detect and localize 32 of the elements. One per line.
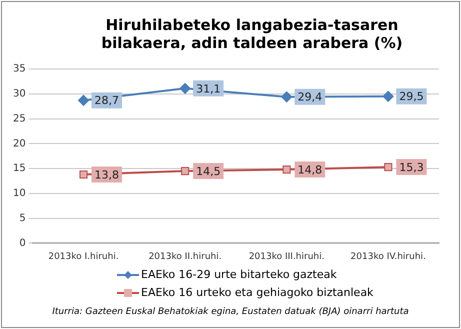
chart-title: Hiruhilabeteko langabezia-tasaren bilakaera, adin taldeen arabera (%) (100, 16, 404, 52)
data-label: 15,3 (399, 160, 424, 174)
y-tick-label: 10 (12, 188, 26, 200)
data-label: 13,8 (94, 168, 120, 182)
data-label: 29,5 (399, 90, 424, 104)
y-tick-label: 20 (12, 138, 26, 150)
data-label: 29,4 (298, 90, 322, 104)
x-tick-label: 2013ko II.hiruhi. (148, 252, 222, 262)
x-tick-label: 2013ko I.hiruhi. (48, 252, 119, 262)
legend-label: EAEko 16 urteko eta gehiagoko biztanleak (141, 285, 374, 301)
y-tick-label: 35 (12, 64, 26, 75)
data-label: 14,5 (196, 164, 221, 178)
x-tick-label: 2013ko III.hiruhi. (248, 252, 324, 262)
y-tick-label: 30 (12, 88, 26, 100)
point (382, 90, 394, 102)
point (282, 166, 291, 174)
y-tick-label: 0 (19, 238, 26, 249)
data-label: 14,8 (298, 163, 322, 176)
point (281, 91, 292, 102)
x-tick-label: 2013ko IV.hiruhi. (350, 252, 426, 262)
data-label: 31,1 (196, 82, 221, 96)
legend-label: EAEko 16-29 urte bitarteko gazteak (141, 267, 337, 283)
point (79, 170, 88, 179)
point (181, 166, 190, 176)
y-tick-label: 5 (19, 212, 26, 224)
y-tick-label: 15 (12, 163, 26, 174)
point (384, 163, 392, 172)
y-tick-label: 25 (12, 113, 26, 124)
data-label: 28,7 (94, 94, 120, 108)
point (180, 82, 191, 94)
text: Iturria: Gazteen Euskal Behatokiak egina, Eustaten datuak (BJA) oinarri hartuta (51, 307, 410, 317)
point (78, 94, 90, 106)
